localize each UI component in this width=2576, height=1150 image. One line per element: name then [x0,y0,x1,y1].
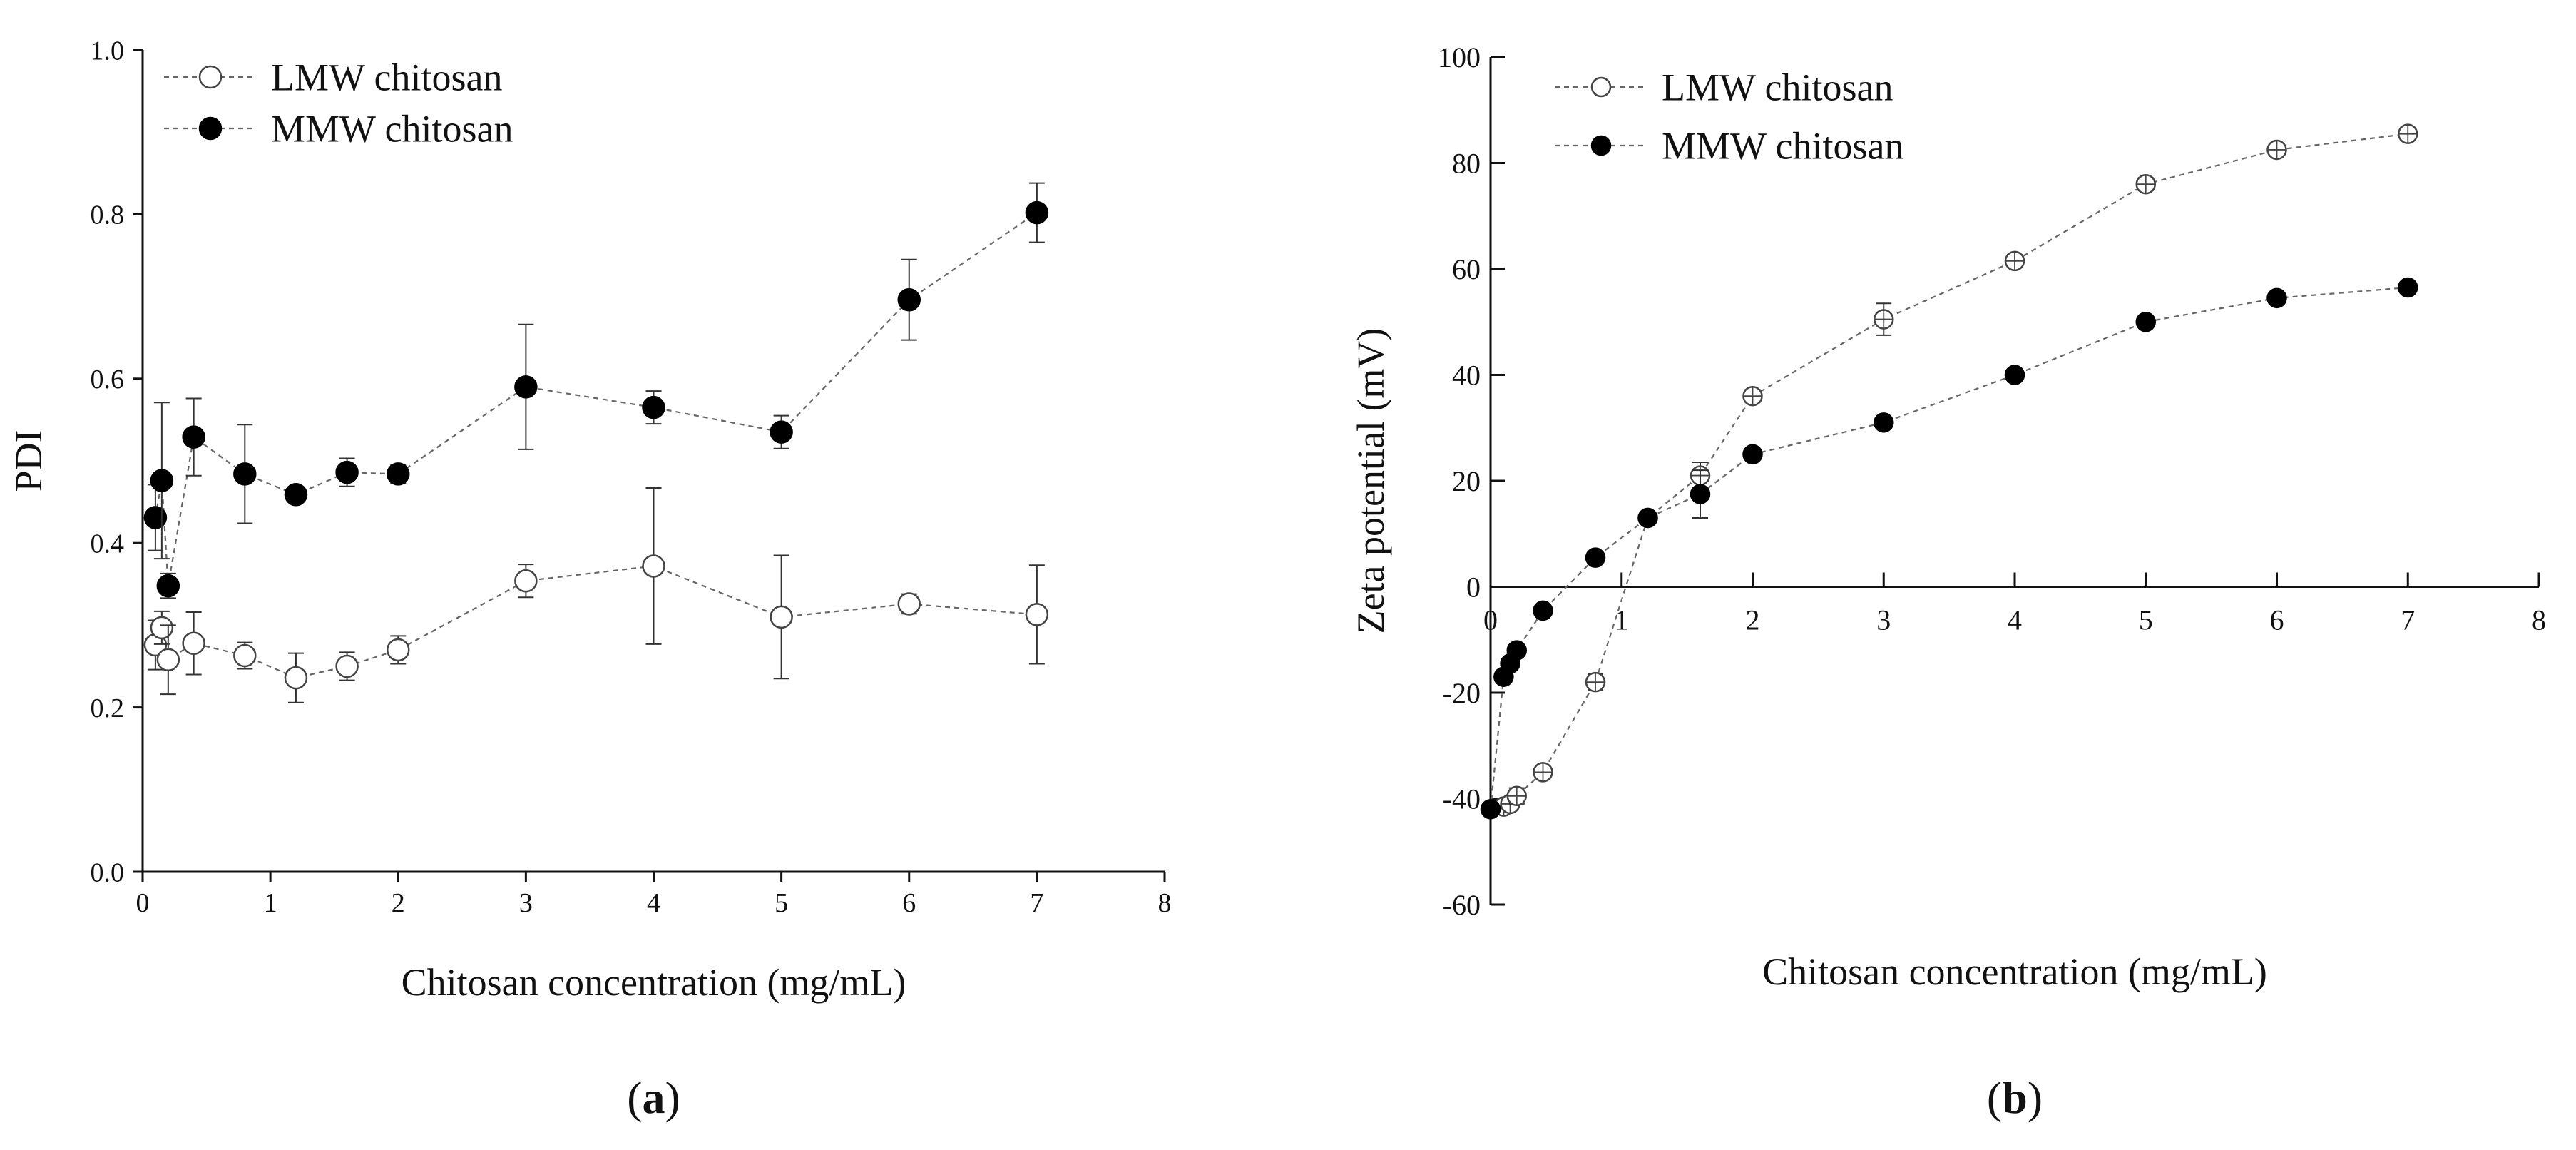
data-point [642,395,665,419]
data-point [897,592,921,616]
data-point [284,482,308,507]
data-point [1874,412,1894,433]
chart-a-pdi: 0.0 0.2 0.4 0.6 0.8 1.0 0 1 2 3 4 5 6 7 8 Chitosan conc… [7,36,1172,1123]
x-tick-label: 5 [2139,604,2153,636]
legend-label: MMW chitosan [1662,124,1903,167]
x-axis-label: Chitosan concentration (mg/mL) [402,961,906,1004]
series-mmw-chitosan [1480,277,2418,820]
series-line [154,212,1038,586]
data-point [143,506,168,529]
data-point [156,648,180,672]
y-axis-label: Zeta potential (mV) [1349,328,1392,634]
x-tick-label: 5 [775,888,788,918]
data-point [335,460,359,484]
chart-b-zeta-potential: -60 -40 -20 0 20 40 60 80 100 0 1 2 3 4 5 6 7 8 Chitosan c… [1349,41,2546,1123]
x-tick-label: 1 [1615,604,1629,636]
data-point [1742,444,1763,465]
y-tick-label: 0 [1466,571,1481,604]
data-point [1690,484,1711,504]
data-point [150,616,174,640]
legend-marker [198,116,223,141]
data-point [2266,288,2287,309]
y-tick-label: -40 [1443,783,1481,815]
data-point [1506,640,1527,661]
data-point [514,569,538,593]
y-tick-label: 100 [1438,41,1481,73]
y-tick-label: -60 [1443,889,1481,921]
x-tick-label: 0 [1483,604,1498,636]
x-tick-label: 2 [392,888,405,918]
y-tick-label: 0.2 [91,693,125,723]
data-point [284,666,308,690]
x-tick-label: 6 [902,888,916,918]
y-tick-label: 0.6 [91,365,125,395]
data-point [182,425,205,449]
y-tick-label: 0.8 [91,200,125,230]
data-point [2398,277,2418,298]
legend-marker [1590,135,1612,156]
series-lmw-chitosan [143,487,1049,703]
y-tick-label: 1.0 [91,36,125,66]
data-point [1480,799,1501,820]
data-point [150,469,174,492]
series-line [1489,286,2408,810]
x-tick-label: 4 [647,888,660,918]
data-point [1025,200,1049,225]
y-tick-label: 0.4 [91,529,125,559]
x-tick-label: 6 [2270,604,2284,636]
x-tick-label: 0 [136,888,150,918]
data-point [1533,600,1553,621]
data-point [335,654,359,678]
y-tick-label: 0.0 [91,858,125,887]
data-point [897,288,921,312]
data-point [387,638,410,662]
legend-marker [198,65,223,89]
y-tick-label: 40 [1452,360,1481,392]
data-point [2004,365,2025,385]
data-point [1025,603,1049,626]
x-tick-label: 2 [1746,604,1760,636]
y-tick-label: 20 [1452,465,1481,497]
data-point [770,420,793,444]
data-point [1637,507,1658,529]
y-tick-label: 60 [1452,253,1481,285]
data-point [233,643,257,668]
x-tick-label: 4 [2008,604,2022,636]
panel-label: (b) [1987,1072,2043,1123]
x-tick-label: 1 [264,888,277,918]
data-point [182,631,205,655]
data-point [387,462,410,486]
legend-label: LMW chitosan [271,56,502,98]
legend: LMW chitosan MMW chitosan [1555,66,1903,167]
x-tick-label: 8 [2532,604,2546,636]
legend-marker [1590,76,1612,98]
x-axis-label: Chitosan concentration (mg/mL) [1762,950,2267,993]
x-tick-label: 3 [1876,604,1891,636]
data-point [642,554,665,578]
x-tick-label: 8 [1158,888,1172,918]
y-tick-label: 80 [1452,148,1481,180]
x-tick-label: 7 [2401,604,2415,636]
data-point [156,574,180,598]
series-line [154,565,1037,679]
series-mmw-chitosan [143,182,1049,599]
legend: LMW chitosan MMW chitosan [164,56,513,150]
legend-label: LMW chitosan [1662,66,1893,108]
y-axis-label: PDI [7,429,50,492]
data-point [2135,312,2156,332]
data-point [1585,547,1606,568]
data-point [514,375,538,399]
data-point [233,462,257,486]
panel-label: (a) [627,1072,680,1123]
y-tick-label: -20 [1443,677,1481,709]
x-tick-label: 7 [1030,888,1043,918]
legend-label: MMW chitosan [271,107,513,150]
series-line [1503,133,2408,808]
data-point [770,605,793,629]
series-lmw-chitosan [1493,123,2418,817]
x-tick-label: 3 [519,888,533,918]
